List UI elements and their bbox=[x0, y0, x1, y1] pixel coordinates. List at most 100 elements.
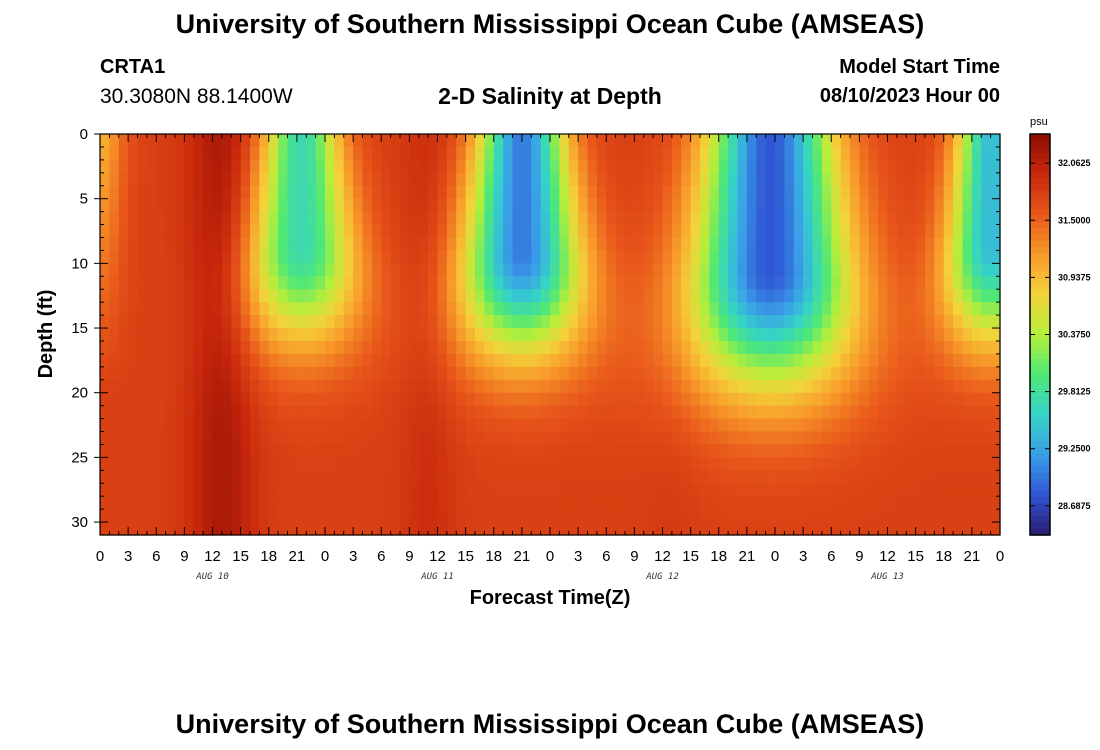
heatmap-cell bbox=[484, 134, 495, 148]
heatmap-cell bbox=[803, 237, 814, 252]
heatmap-cell bbox=[315, 340, 326, 355]
heatmap-cell bbox=[165, 366, 176, 381]
heatmap-cell bbox=[550, 146, 560, 161]
heatmap-cell bbox=[137, 289, 148, 303]
heatmap-cell bbox=[362, 444, 373, 458]
heatmap-cell bbox=[484, 315, 495, 329]
heatmap-cell bbox=[381, 522, 392, 536]
heatmap-cell bbox=[981, 250, 992, 264]
heatmap-cell bbox=[203, 146, 214, 161]
colorbar-swatch bbox=[1030, 466, 1050, 473]
heatmap-cell bbox=[231, 379, 242, 394]
heatmap-cell bbox=[531, 134, 542, 148]
heatmap-cell bbox=[746, 379, 757, 394]
heatmap-cell bbox=[268, 431, 279, 446]
heatmap-cell bbox=[240, 431, 251, 446]
heatmap-cell bbox=[165, 392, 176, 407]
heatmap-cell bbox=[100, 470, 110, 484]
heatmap-cell bbox=[475, 340, 485, 355]
heatmap-cell bbox=[475, 392, 485, 407]
heatmap-cell bbox=[765, 366, 776, 381]
heatmap-cell bbox=[821, 470, 832, 484]
heatmap-cell bbox=[700, 185, 710, 200]
heatmap-cell bbox=[643, 146, 654, 161]
heatmap-cell bbox=[953, 496, 964, 510]
heatmap-cell bbox=[887, 444, 898, 458]
heatmap-cell bbox=[362, 470, 373, 484]
heatmap-cell bbox=[531, 263, 542, 277]
heatmap-cell bbox=[334, 289, 345, 303]
heatmap-cell bbox=[746, 509, 757, 523]
heatmap-cell bbox=[690, 444, 701, 458]
heatmap-cell bbox=[259, 405, 270, 420]
heatmap-cell bbox=[306, 276, 317, 290]
heatmap-cell bbox=[334, 340, 345, 355]
heatmap-cell bbox=[625, 224, 635, 239]
heatmap-cell bbox=[737, 366, 748, 381]
heatmap-cell bbox=[503, 302, 514, 316]
heatmap-cell bbox=[268, 328, 279, 342]
heatmap-cell bbox=[493, 379, 504, 394]
heatmap-cell bbox=[334, 276, 345, 290]
heatmap-cell bbox=[165, 211, 176, 226]
heatmap-cell bbox=[381, 496, 392, 510]
heatmap-cell bbox=[118, 237, 129, 252]
heatmap-cell bbox=[840, 237, 851, 252]
heatmap-cell bbox=[971, 211, 982, 226]
heatmap-cell bbox=[971, 134, 982, 148]
heatmap-cell bbox=[146, 457, 157, 471]
heatmap-cell bbox=[906, 366, 917, 381]
heatmap-cell bbox=[503, 250, 514, 264]
heatmap-cell bbox=[634, 353, 645, 368]
heatmap-cell bbox=[662, 457, 673, 471]
heatmap-cell bbox=[259, 392, 270, 407]
heatmap-cell bbox=[118, 379, 129, 394]
heatmap-cell bbox=[662, 198, 673, 213]
heatmap-cell bbox=[409, 353, 420, 368]
heatmap-cell bbox=[240, 483, 251, 497]
heatmap-cell bbox=[971, 457, 982, 471]
heatmap-cell bbox=[128, 172, 139, 187]
heatmap-cell bbox=[418, 328, 429, 342]
heatmap-cell bbox=[550, 418, 560, 433]
heatmap-cell bbox=[737, 237, 748, 252]
heatmap-cell bbox=[175, 496, 185, 510]
heatmap-cell bbox=[934, 302, 945, 316]
heatmap-cell bbox=[587, 366, 598, 381]
heatmap-cell bbox=[850, 172, 860, 187]
heatmap-cell bbox=[803, 392, 814, 407]
heatmap-cell bbox=[521, 522, 532, 536]
heatmap-cell bbox=[634, 483, 645, 497]
heatmap-cell bbox=[831, 237, 842, 252]
heatmap-cell bbox=[409, 470, 420, 484]
heatmap-cell bbox=[437, 405, 448, 420]
heatmap-cell bbox=[915, 276, 926, 290]
heatmap-cell bbox=[325, 146, 335, 161]
heatmap-cell bbox=[512, 431, 523, 446]
heatmap-cell bbox=[896, 263, 907, 277]
heatmap-cell bbox=[390, 431, 401, 446]
heatmap-cell bbox=[512, 470, 523, 484]
heatmap-cell bbox=[287, 470, 298, 484]
heatmap-cell bbox=[878, 302, 889, 316]
heatmap-cell bbox=[718, 198, 729, 213]
heatmap-cell bbox=[390, 134, 401, 148]
heatmap-cell bbox=[615, 418, 626, 433]
heatmap-cell bbox=[409, 392, 420, 407]
heatmap-cell bbox=[578, 237, 589, 252]
heatmap-cell bbox=[671, 224, 682, 239]
heatmap-cell bbox=[737, 483, 748, 497]
colorbar-tick-label: 29.8125 bbox=[1058, 387, 1091, 397]
heatmap-cell bbox=[559, 185, 570, 200]
heatmap-cell bbox=[259, 353, 270, 368]
heatmap-cell bbox=[803, 172, 814, 187]
heatmap-cell bbox=[925, 457, 935, 471]
heatmap-cell bbox=[962, 159, 973, 174]
heatmap-cell bbox=[109, 457, 120, 471]
heatmap-cell bbox=[428, 211, 439, 226]
heatmap-cell bbox=[193, 470, 204, 484]
heatmap-cell bbox=[428, 392, 439, 407]
heatmap-cell bbox=[615, 522, 626, 536]
heatmap-cell bbox=[296, 159, 307, 174]
heatmap-cell bbox=[231, 211, 242, 226]
